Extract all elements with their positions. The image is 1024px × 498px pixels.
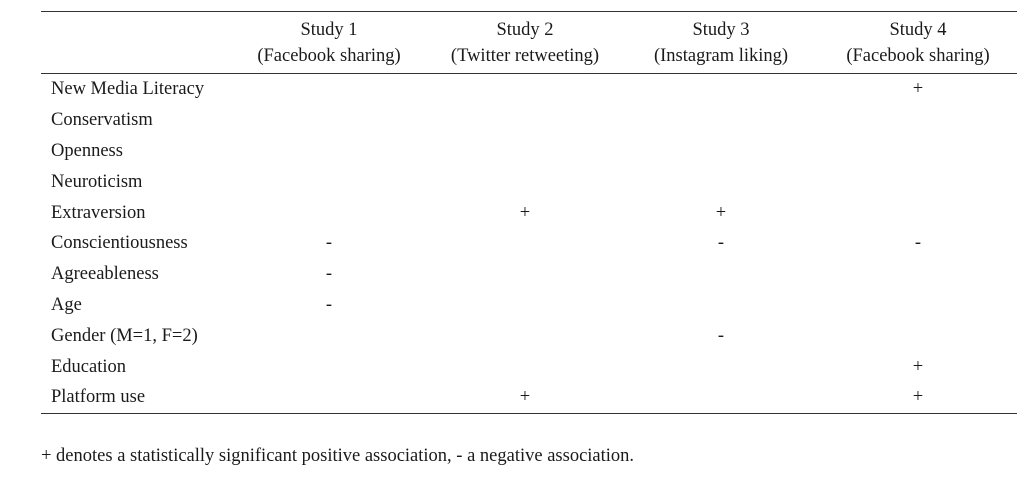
table-cell: + [819,381,1017,414]
table-row: Conscientiousness - - - [41,228,1017,259]
table-cell [623,166,819,197]
table-cell [427,259,623,290]
table-cell [819,290,1017,321]
column-subtitle-study-1: (Facebook sharing) [231,43,427,74]
table-cell: + [912,79,924,100]
table-cell [623,74,819,105]
table-cell: - [717,233,725,254]
column-subtitle-study-4: (Facebook sharing) [819,43,1017,74]
table-cell [623,290,819,321]
table-header: Study 1 Study 2 Study 3 Study 4 (Faceboo… [41,11,1017,74]
row-label: New Media Literacy [51,79,205,100]
table-row: Neuroticism [41,166,1017,197]
table-cell [623,136,819,167]
column-subtitle-study-2: (Twitter retweeting) [427,43,623,74]
header-corner [41,43,231,74]
table-cell: - [325,264,333,285]
column-title-study-1: Study 1 [231,11,427,43]
table-row: Openness [41,136,1017,167]
table-cell [623,105,819,136]
table-cell [427,290,623,321]
table-row: Education + [41,351,1017,382]
row-label: Age [51,294,82,315]
table-cell [623,381,819,414]
table-row: Extraversion + + [41,197,1017,228]
table-cell: + [427,381,623,414]
table-cell: + [715,202,727,223]
table-cell [819,259,1017,290]
header-row-subtitles: (Facebook sharing) (Twitter retweeting) … [41,43,1017,74]
row-label: Conscientiousness [51,233,188,254]
row-label: Gender (M=1, F=2) [51,325,198,346]
table-cell [427,74,623,105]
table-cell [819,197,1017,228]
table-cell [427,136,623,167]
table-cell: - [325,233,333,254]
table-cell [231,320,427,351]
table-cell [427,351,623,382]
column-title-study-2: Study 2 [427,11,623,43]
table-cell: - [325,294,333,315]
table-cell [819,320,1017,351]
table-footnote: + denotes a statistically significant po… [41,446,635,466]
table-cell [427,228,623,259]
column-subtitle-study-3: (Instagram liking) [623,43,819,74]
table-cell: - [717,325,725,346]
table-cell [427,105,623,136]
table-row: Conservatism [41,105,1017,136]
row-label: Extraversion [51,202,146,223]
row-label: Openness [51,140,123,161]
row-label: Agreeableness [51,264,159,285]
row-label: Conservatism [51,110,153,131]
table-cell: + [912,356,924,377]
table-cell [623,351,819,382]
table-cell: + [519,202,531,223]
table-cell [427,320,623,351]
table-body: New Media Literacy + Conservatism Openne… [41,74,1017,414]
table-cell [231,351,427,382]
table-cell [231,105,427,136]
column-title-study-3: Study 3 [623,11,819,43]
table-cell [623,259,819,290]
table-row: New Media Literacy + [41,74,1017,105]
header-row-titles: Study 1 Study 2 Study 3 Study 4 [41,11,1017,43]
table-cell [231,381,427,414]
table-row: Age - [41,290,1017,321]
table-row: Gender (M=1, F=2) - [41,320,1017,351]
row-label: Neuroticism [51,171,143,192]
header-corner [41,11,231,43]
table-cell [819,166,1017,197]
table-cell [819,136,1017,167]
table-cell [231,74,427,105]
table-cell [231,166,427,197]
column-title-study-4: Study 4 [819,11,1017,43]
table-cell: - [914,233,922,254]
table-row: Agreeableness - [41,259,1017,290]
row-label: Education [51,356,127,377]
table-cell [819,105,1017,136]
table-row: Platform use + + [41,381,1017,414]
results-table: Study 1 Study 2 Study 3 Study 4 (Faceboo… [41,11,1017,414]
table-cell [231,197,427,228]
table-cell [231,136,427,167]
table-cell [427,166,623,197]
row-label: Platform use [41,381,231,414]
